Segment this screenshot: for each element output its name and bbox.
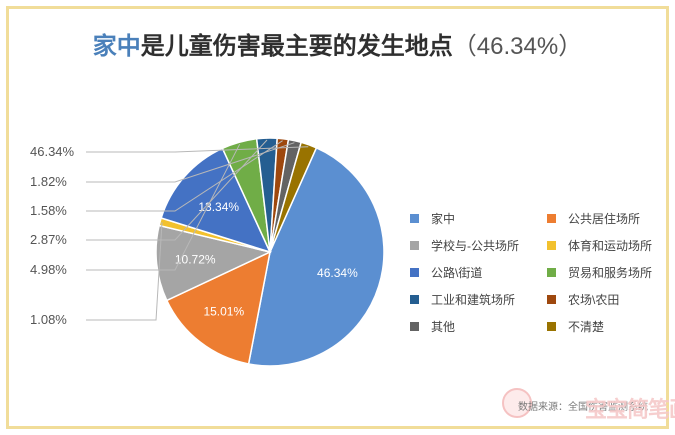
legend-label: 不清楚 <box>568 320 604 334</box>
leader-line <box>86 139 268 241</box>
outer-data-label: 1.82% <box>30 174 67 189</box>
title-text: 是儿童伤害最主要的发生地点 <box>140 33 453 60</box>
slice-data-label: 10.72% <box>175 253 216 267</box>
outer-data-label: 4.98% <box>30 262 67 277</box>
slice-data-label: 15.01% <box>203 304 244 318</box>
watermark-text: 宝宝简笔画 <box>585 397 675 422</box>
pie-slice <box>155 224 273 302</box>
outer-data-label: 1.58% <box>30 203 67 218</box>
legend-label: 公共居住场所 <box>568 212 640 226</box>
chart-title: 家中是儿童伤害最主要的发生地点（46.34%） <box>0 26 675 61</box>
watermark-logo-icon <box>502 388 532 418</box>
legend-swatch <box>547 214 556 223</box>
legend-swatch <box>547 268 556 277</box>
pie-slice <box>247 146 385 367</box>
legend-swatch <box>547 295 556 304</box>
legend-label: 学校与-公共场所 <box>431 238 519 253</box>
legend-label: 农场\农田 <box>568 293 619 307</box>
slice-data-label: 46.34% <box>317 266 358 280</box>
outer-data-label: 46.34% <box>30 144 75 159</box>
legend-label: 贸易和服务场所 <box>568 265 652 280</box>
leader-line <box>86 143 241 271</box>
pie-slice <box>269 141 318 253</box>
legend-label: 家中 <box>431 211 455 226</box>
title-highlight: 家中 <box>92 33 141 60</box>
outer-data-label: 2.87% <box>30 232 67 247</box>
legend-label: 体育和运动场所 <box>568 238 652 253</box>
legend-swatch <box>410 241 419 250</box>
title-percent: （46.34%） <box>452 33 583 60</box>
leader-line <box>86 222 163 321</box>
legend-swatch <box>410 268 419 277</box>
legend-label: 公路\街道 <box>431 265 482 280</box>
legend-label: 工业和建筑场所 <box>431 292 515 307</box>
legend-swatch <box>410 322 419 331</box>
pie-slice <box>165 250 272 365</box>
leader-line <box>86 140 283 212</box>
legend-label: 其他 <box>431 320 455 334</box>
legend-swatch <box>547 322 556 331</box>
data-source: 数据来源：全国伤害监测系统 <box>518 402 648 413</box>
legend-swatch <box>410 295 419 304</box>
legend-swatch <box>547 241 556 250</box>
leader-line <box>86 142 295 183</box>
leader-line <box>86 146 309 153</box>
outer-data-label: 1.08% <box>30 312 67 327</box>
legend-swatch <box>410 214 419 223</box>
